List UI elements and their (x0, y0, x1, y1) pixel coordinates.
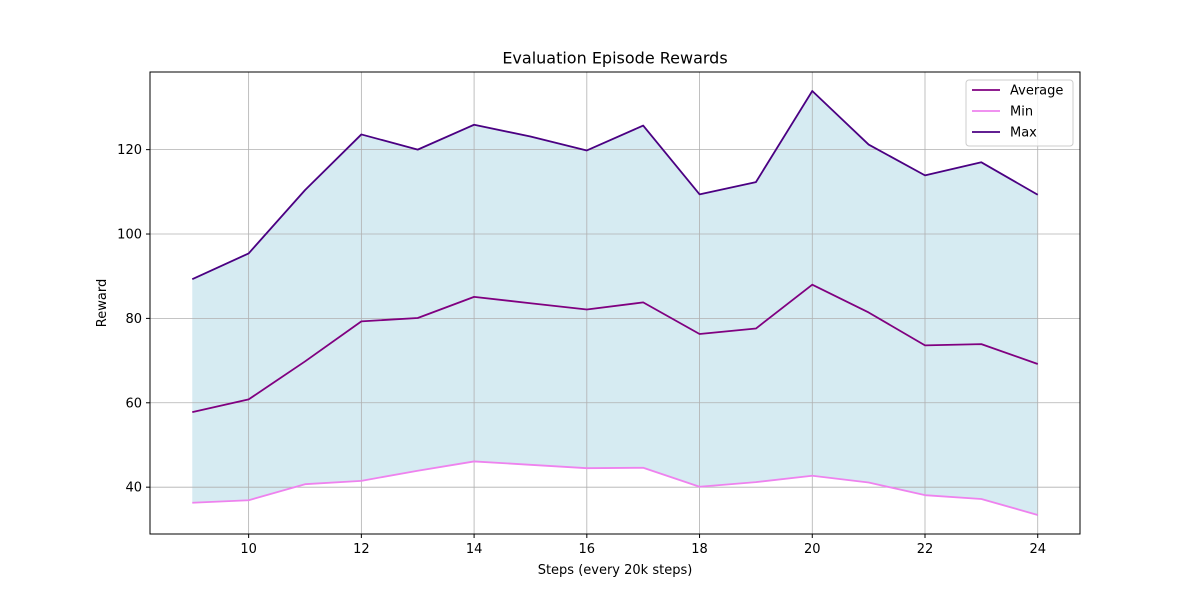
x-tick-label: 18 (691, 542, 708, 557)
y-tick-label: 40 (125, 481, 142, 496)
x-tick-label: 24 (1029, 542, 1046, 557)
series-line-min (192, 460, 1038, 516)
x-axis-label: Steps (every 20k steps) (538, 563, 693, 578)
y-tick-label: 80 (125, 312, 142, 327)
fill-layer (192, 90, 1038, 516)
min-max-band (192, 90, 1038, 516)
series-layer (191, 90, 1039, 516)
legend-label-max: Max (1010, 126, 1037, 141)
legend-box (965, 79, 1074, 147)
plot-frame (149, 71, 1081, 535)
ticks-layer: 10 12 14 16 18 20 22 24 40 60 80 100 120 (117, 143, 1046, 557)
series-line-max (191, 90, 1039, 280)
legend-label-average: Average (1010, 84, 1063, 99)
axes-layer (149, 71, 1081, 535)
series-line-average (192, 283, 1039, 413)
x-tick-label: 16 (579, 542, 596, 557)
x-tick-label: 10 (240, 542, 257, 557)
legend: Average Min Max (965, 79, 1074, 147)
y-tick-label: 60 (125, 396, 142, 411)
legend-entries: Average Min Max (972, 84, 1063, 141)
x-tick-label: 20 (804, 542, 821, 557)
grid-layer (150, 72, 1080, 534)
legend-label-min: Min (1010, 105, 1033, 120)
y-axis-label: Reward (95, 279, 110, 327)
y-tick-label: 100 (117, 228, 142, 243)
chart-title: Evaluation Episode Rewards (502, 49, 727, 68)
y-tick-label: 120 (117, 143, 142, 158)
x-tick-label: 12 (353, 542, 370, 557)
x-tick-label: 14 (466, 542, 483, 557)
x-tick-label: 22 (917, 542, 934, 557)
